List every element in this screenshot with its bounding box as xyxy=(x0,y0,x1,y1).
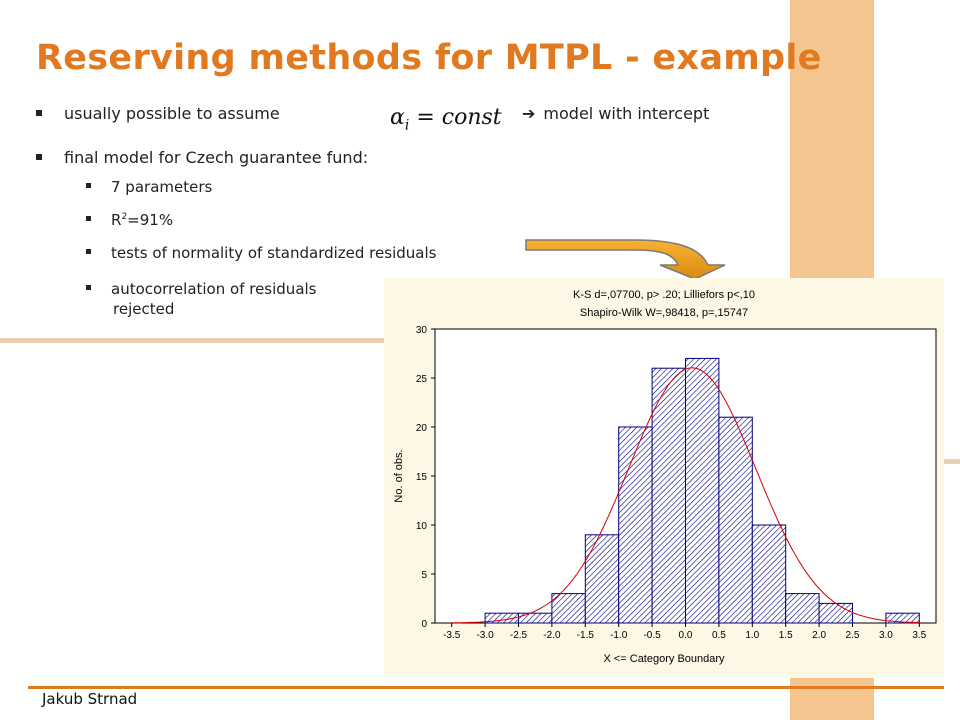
bullet-assume-tail: ➔ model with intercept xyxy=(522,104,709,123)
alpha-const-formula: αi = const xyxy=(390,105,502,133)
histogram-bar xyxy=(718,416,753,624)
chart-title-line2: Shapiro-Wilk W=,98418, p=,15747 xyxy=(580,307,748,319)
x-tick-label: 3.0 xyxy=(879,630,893,641)
y-tick-label: 5 xyxy=(421,570,427,581)
histogram-bar xyxy=(551,593,586,624)
histogram-bar xyxy=(751,524,787,624)
subbullet-autocorrelation-line2: rejected xyxy=(113,300,175,318)
bullet-assume: usually possible to assume xyxy=(36,104,280,123)
x-tick-label: -2.0 xyxy=(543,630,561,641)
histogram-chart: K-S d=,07700, p> .20; Lilliefors p<,10 S… xyxy=(393,289,937,665)
subbullet-autocorrelation: autocorrelation of residuals rejected xyxy=(86,279,317,319)
x-tick-label: 2.5 xyxy=(846,630,860,641)
x-tick-label: 1.5 xyxy=(779,630,793,641)
subbullet-normality: tests of normality of standardized resid… xyxy=(86,244,436,262)
x-tick-label: 2.0 xyxy=(812,630,826,641)
x-axis-label: X <= Category Boundary xyxy=(603,653,725,665)
bullet-assume-tail-text: model with intercept xyxy=(543,104,710,123)
subbullet-marker xyxy=(86,249,91,254)
x-tick-label: 3.5 xyxy=(912,630,926,641)
subbullet-normality-text: tests of normality of standardized resid… xyxy=(111,244,437,262)
formula-rest: = const xyxy=(409,105,502,130)
implies-arrow-icon: ➔ xyxy=(522,104,536,123)
y-axis-label: No. of obs. xyxy=(393,449,405,502)
subbullet-parameters: 7 parameters xyxy=(86,178,212,196)
histogram-bar xyxy=(584,534,620,624)
y-axis: 0 5 10 15 20 25 30 xyxy=(416,325,435,630)
chart-title-line1: K-S d=,07700, p> .20; Lilliefors p<,10 xyxy=(573,289,755,301)
x-tick-label: -0.5 xyxy=(643,630,661,641)
subbullet-parameters-text: 7 parameters xyxy=(111,178,213,196)
footer-author: Jakub Strnad xyxy=(42,690,138,708)
x-tick-label: 1.0 xyxy=(745,630,759,641)
formula-subscript: i xyxy=(404,117,410,134)
histogram-bar xyxy=(885,612,920,624)
x-tick-label: -1.5 xyxy=(577,630,595,641)
subbullet-r2-base: R xyxy=(111,211,122,229)
x-axis: -3.5 -3.0 -2.5 -2.0 -1.5 -1.0 -0.5 0.0 0.5 1.0 1.5… xyxy=(443,623,927,641)
bullet-final-model-text: final model for Czech guarantee fund: xyxy=(64,148,369,167)
bullet-assume-text: usually possible to assume xyxy=(64,104,280,123)
decorative-rule-left xyxy=(0,338,400,343)
y-tick-label: 0 xyxy=(421,619,427,630)
slide-title: Reserving methods for MTPL - example xyxy=(36,38,822,78)
bullet-marker xyxy=(36,153,42,160)
curved-arrow-icon xyxy=(525,239,726,280)
histogram-bar xyxy=(685,357,720,624)
x-tick-label: -1.0 xyxy=(610,630,628,641)
histogram-bar xyxy=(651,367,687,624)
subbullet-marker xyxy=(86,183,91,188)
subbullet-r2-sup: 2 xyxy=(121,212,128,222)
y-tick-label: 20 xyxy=(416,423,428,434)
formula-alpha: α xyxy=(390,105,405,130)
x-tick-label: 0.5 xyxy=(712,630,726,641)
normal-fit-curve xyxy=(451,367,920,624)
y-tick-label: 30 xyxy=(416,325,428,336)
y-tick-label: 10 xyxy=(416,521,428,532)
y-tick-label: 15 xyxy=(416,472,428,483)
x-tick-label: 0.0 xyxy=(679,630,693,641)
histogram-panel: K-S d=,07700, p> .20; Lilliefors p<,10 S… xyxy=(384,278,944,678)
histogram-bar xyxy=(518,612,553,624)
y-tick-label: 25 xyxy=(416,374,428,385)
bullet-marker xyxy=(36,109,42,116)
subbullet-r2-tail: =91% xyxy=(127,211,174,229)
decorative-rule-right xyxy=(944,459,960,464)
subbullet-marker xyxy=(86,285,91,290)
subbullet-r2: R2=91% xyxy=(86,211,173,229)
histogram-bar xyxy=(618,426,653,624)
x-tick-label: -3.5 xyxy=(443,630,461,641)
x-tick-label: -3.0 xyxy=(476,630,494,641)
footer-rule xyxy=(28,686,944,689)
subbullet-marker xyxy=(86,216,91,221)
histogram-bar xyxy=(818,602,854,624)
histogram-bar xyxy=(785,593,820,624)
subbullet-autocorrelation-line1: autocorrelation of residuals xyxy=(111,280,317,298)
histogram-bars xyxy=(484,357,920,624)
x-tick-label: -2.5 xyxy=(510,630,528,641)
bullet-final-model: final model for Czech guarantee fund: xyxy=(36,148,368,167)
